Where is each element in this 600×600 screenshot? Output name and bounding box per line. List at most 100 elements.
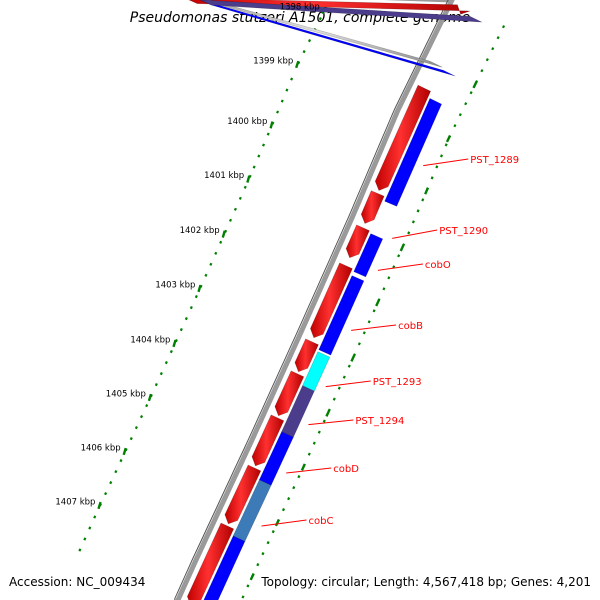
minor-tick <box>362 331 366 335</box>
minor-tick <box>169 350 173 354</box>
minor-tick <box>485 58 489 62</box>
minor-tick <box>271 530 275 534</box>
major-tick <box>300 463 306 471</box>
minor-tick <box>372 309 376 313</box>
scale-label: 1400 kbp <box>227 117 267 127</box>
scale-label: 1406 kbp <box>81 443 121 453</box>
gene-label: cobO <box>425 260 451 271</box>
minor-tick <box>307 39 312 43</box>
minor-tick <box>280 99 284 103</box>
minor-tick <box>397 254 401 258</box>
minor-tick <box>322 419 326 423</box>
minor-tick <box>285 88 289 92</box>
leader-line <box>308 419 354 426</box>
minor-tick <box>159 372 163 376</box>
gene-label: PST_1293 <box>373 377 422 388</box>
major-tick <box>375 299 381 307</box>
major-tick <box>472 81 478 89</box>
scale-label: 1401 kbp <box>204 171 244 181</box>
minor-tick <box>453 124 457 128</box>
minor-tick <box>332 397 336 401</box>
minor-tick <box>416 209 420 213</box>
major-tick <box>97 501 102 510</box>
gene-arrow <box>310 262 353 339</box>
minor-tick <box>407 231 411 235</box>
major-tick <box>399 244 405 252</box>
minor-tick <box>382 287 386 291</box>
minor-tick <box>241 595 245 599</box>
scale-label: 1399 kbp <box>253 57 293 67</box>
minor-tick <box>246 584 250 588</box>
minor-tick <box>292 486 296 490</box>
scale-label: 1404 kbp <box>130 335 170 345</box>
minor-tick <box>312 441 316 445</box>
major-tick <box>424 187 430 195</box>
minor-tick <box>337 386 341 390</box>
backbone-line <box>175 0 455 600</box>
gene-arrow <box>374 84 431 191</box>
major-tick <box>445 135 452 143</box>
minor-tick <box>179 328 183 332</box>
gene-arrow <box>186 522 235 600</box>
minor-tick <box>266 132 270 136</box>
minor-tick <box>238 196 242 200</box>
leader-line <box>423 158 469 167</box>
minor-tick <box>104 492 108 496</box>
minor-tick <box>435 165 439 169</box>
major-tick <box>246 175 251 183</box>
major-tick <box>325 409 331 417</box>
minor-tick <box>134 426 138 430</box>
gene-arrow <box>274 370 305 417</box>
minor-tick <box>411 220 415 224</box>
minor-tick <box>257 154 261 158</box>
cds-block <box>199 0 482 23</box>
outer-scale-ticks <box>78 6 328 552</box>
minor-tick <box>228 218 233 222</box>
major-tick <box>295 60 300 69</box>
minor-tick <box>256 563 260 567</box>
scale-label: 1398 kbp <box>280 3 320 13</box>
cds-block <box>353 233 384 278</box>
gene-label: cobC <box>309 516 334 527</box>
major-tick <box>197 284 202 293</box>
minor-tick <box>189 306 193 310</box>
cds-block <box>203 535 246 600</box>
major-tick <box>122 447 127 456</box>
minor-tick <box>109 481 113 485</box>
leader-line <box>325 380 371 388</box>
minor-tick <box>290 77 294 81</box>
minor-tick <box>318 17 322 21</box>
minor-tick <box>219 240 223 244</box>
minor-tick <box>421 198 425 202</box>
gene-arrow <box>345 224 370 259</box>
minor-tick <box>262 143 266 147</box>
leader-line <box>286 467 332 474</box>
scale-label: 1402 kbp <box>180 226 220 236</box>
minor-tick <box>164 361 168 365</box>
major-tick <box>249 573 255 581</box>
backbone-arc <box>174 0 455 600</box>
minor-tick <box>469 91 473 95</box>
minor-tick <box>78 548 82 552</box>
minor-tick <box>357 342 361 346</box>
scale-label: 1407 kbp <box>55 497 95 507</box>
minor-tick <box>88 526 92 530</box>
scale-labels: 1398 kbp 1399 kbp 1400 kbp 1401 kbp 1402 kbp… <box>55 3 319 508</box>
major-tick <box>274 519 280 527</box>
scale-label: 1405 kbp <box>106 389 146 399</box>
minor-tick <box>367 320 371 324</box>
gene-arrow-faded <box>201 0 443 68</box>
minor-tick <box>491 47 495 51</box>
minor-tick <box>252 165 256 169</box>
leader-line <box>261 519 307 527</box>
leader-line <box>392 229 438 239</box>
minor-tick <box>139 415 144 419</box>
minor-tick <box>347 364 351 368</box>
gene-arrow <box>294 338 319 373</box>
gene-arrow <box>251 414 285 467</box>
label-leader-lines <box>261 158 469 527</box>
backbone-edge <box>174 0 449 600</box>
gene-label: PST_1294 <box>355 416 404 427</box>
leader-line <box>351 324 397 331</box>
